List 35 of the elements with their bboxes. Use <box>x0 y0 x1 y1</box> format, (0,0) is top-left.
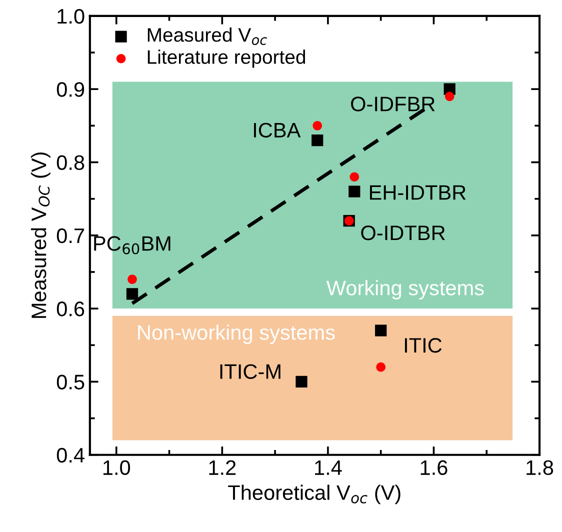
y-tick-label: 0.6 <box>56 302 84 316</box>
point <box>350 172 360 182</box>
point <box>348 186 360 198</box>
annotation: EH-IDTBR <box>370 185 466 200</box>
x-tick-label: 1.0 <box>103 460 130 476</box>
point <box>296 376 308 388</box>
point <box>375 324 387 336</box>
legend-label: Literature reported <box>148 50 306 68</box>
annotation: ICBA <box>254 122 301 138</box>
x-tick-label: 1.8 <box>526 460 554 476</box>
point <box>126 288 138 300</box>
y-tick-label: 0.4 <box>56 448 84 463</box>
y-tick-label: 0.9 <box>56 82 84 97</box>
annotation: ITIC <box>404 338 442 353</box>
point <box>444 92 454 102</box>
x-axis-title: Theoretical V$_{oc}$ (V) <box>228 484 400 504</box>
y-tick-label: 0.7 <box>56 228 84 244</box>
band-label: Working systems <box>326 280 484 300</box>
band-label: Non-working systems <box>138 324 335 344</box>
point <box>312 134 324 146</box>
annotation: O-IDTBR <box>361 226 445 240</box>
x-tick-label: 1.4 <box>315 460 342 475</box>
annotation: ITIC-M <box>220 364 280 379</box>
legend-label: Measured V$_{oc}$ <box>148 28 267 45</box>
point <box>128 274 137 284</box>
y-tick-label: 0.5 <box>56 374 84 390</box>
y-tick-label: 0.8 <box>56 155 84 170</box>
point <box>312 121 322 130</box>
x-tick-label: 1.2 <box>209 460 236 475</box>
point <box>376 362 386 372</box>
annotation: PC$_{60}$BM <box>94 236 170 254</box>
y-tick-label: 1.0 <box>58 8 84 24</box>
x-tick-label: 1.6 <box>420 460 448 476</box>
y-axis-title: Measured V$_{OC}$ (V) <box>30 152 50 318</box>
annotation: O-IDFBR <box>351 96 435 112</box>
